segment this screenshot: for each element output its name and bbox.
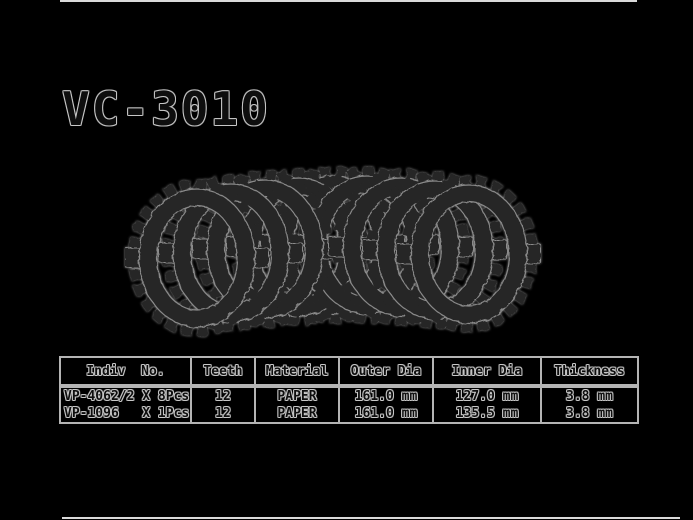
cell-thickness: 3.8 mm xyxy=(540,386,639,405)
col-header-material: Material xyxy=(254,357,340,388)
table-row: VP-1096 X 1Pcs 12 PAPER 161.0 mm 135.5 m… xyxy=(59,405,639,423)
clutch-plates-svg xyxy=(124,166,542,337)
cell-inner-dia: 135.5 mm xyxy=(432,405,542,423)
cell-outer-dia: 161.0 mm xyxy=(338,386,434,405)
col-header-teeth: Teeth xyxy=(190,357,256,388)
page-bottom-rule xyxy=(62,517,680,519)
cell-teeth: 12 xyxy=(190,405,256,423)
col-header-outer-dia: Outer Dia xyxy=(338,357,434,388)
clutch-plates-illustration xyxy=(124,155,542,340)
page-top-rule xyxy=(60,0,637,2)
col-header-inner-dia: Inner Dia xyxy=(432,357,542,388)
cell-thickness: 3.8 mm xyxy=(540,405,639,423)
spec-table: Indiv No. Teeth Material Outer Dia Inner… xyxy=(59,356,639,424)
table-row: VP-4062/2 X 8Pcs 12 PAPER 161.0 mm 127.0… xyxy=(59,386,639,405)
col-header-indiv-no: Indiv No. xyxy=(59,357,192,388)
friction-plate xyxy=(362,171,508,329)
cell-inner-dia: 127.0 mm xyxy=(432,386,542,405)
cell-outer-dia: 161.0 mm xyxy=(338,405,434,423)
friction-plate xyxy=(396,175,542,333)
page-title: VC-3010 xyxy=(62,82,270,136)
spec-table-header-row: Indiv No. Teeth Material Outer Dia Inner… xyxy=(59,357,639,388)
col-header-thickness: Thickness xyxy=(540,357,639,388)
cell-material: PAPER xyxy=(254,405,340,423)
cell-part-number: VP-1096 X 1Pcs xyxy=(59,405,192,423)
friction-plate xyxy=(328,168,474,326)
cell-part-number: VP-4062/2 X 8Pcs xyxy=(59,386,192,405)
friction-plate xyxy=(124,179,270,337)
cell-material: PAPER xyxy=(254,386,340,405)
cell-teeth: 12 xyxy=(190,386,256,405)
